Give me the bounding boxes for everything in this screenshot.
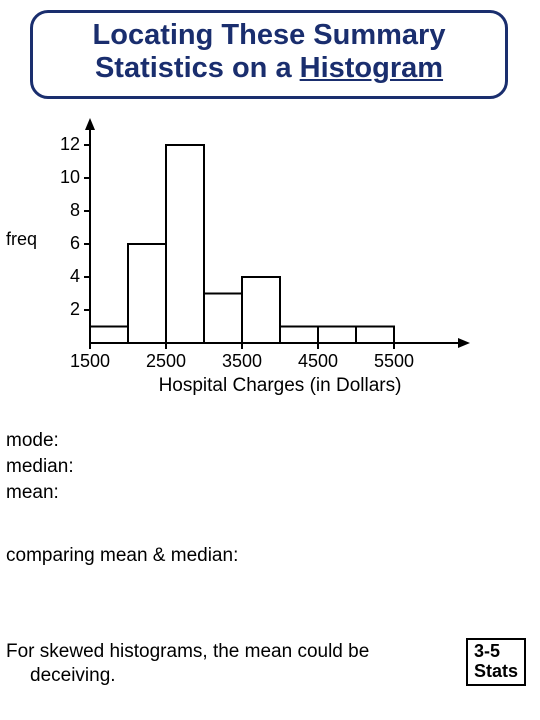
stats-badge-line2: Stats [474, 661, 518, 681]
x-axis-title: Hospital Charges (in Dollars) [80, 375, 480, 397]
mean-label: mean: [6, 482, 59, 504]
stats-badge-line1: 3-5 [474, 641, 500, 661]
footer-line: For skewed histograms, the mean could be… [6, 641, 369, 686]
stats-badge: 3-5 Stats [466, 638, 526, 686]
y-tick-label: 2 [46, 299, 80, 320]
compare-label: comparing mean & median: [6, 545, 238, 567]
y-tick-label: 4 [46, 266, 80, 287]
histogram-chart: 24681012freq15002500350045005500Hospital… [0, 118, 540, 388]
x-tick-label: 1500 [60, 351, 120, 372]
title-line2-underlined: Histogram [300, 52, 443, 84]
x-tick-label: 3500 [212, 351, 272, 372]
y-tick-label: 6 [46, 233, 80, 254]
title-line2-prefix: Statistics on a [95, 52, 300, 84]
y-tick-label: 12 [46, 134, 80, 155]
page-title-box: Locating These Summary Statistics on a H… [30, 10, 508, 99]
x-tick-label: 2500 [136, 351, 196, 372]
footer-note: For skewed histograms, the mean could be… [6, 640, 386, 688]
x-tick-label: 5500 [364, 351, 424, 372]
mode-label: mode: [6, 430, 59, 452]
title-line1: Locating These Summary [93, 19, 446, 51]
x-tick-label: 4500 [288, 351, 348, 372]
y-axis-title: freq [6, 229, 37, 250]
y-tick-label: 10 [46, 167, 80, 188]
y-tick-label: 8 [46, 200, 80, 221]
median-label: median: [6, 456, 74, 478]
chart-svg [0, 118, 540, 378]
